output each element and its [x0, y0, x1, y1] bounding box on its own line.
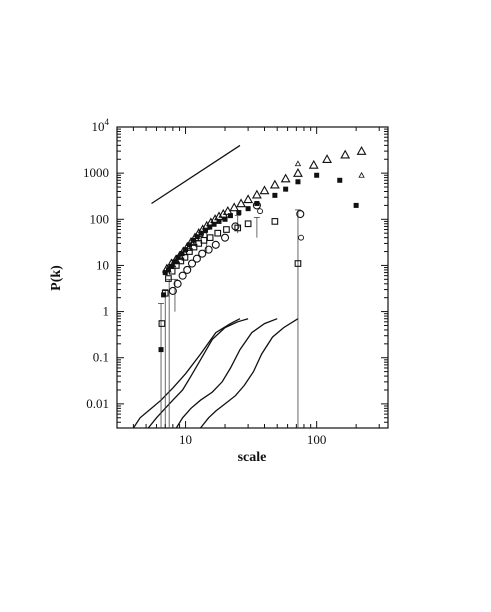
curve [132, 318, 241, 429]
y-axis-label: P(k) [49, 265, 64, 291]
filled-square-point [172, 259, 178, 265]
filled-square-point [236, 210, 242, 216]
error-bars [158, 209, 301, 428]
y-tick-label-exponent: 4 [105, 117, 110, 127]
small-triangle-point [294, 160, 302, 167]
open-square-point [244, 220, 252, 228]
triangle-point [293, 168, 303, 177]
filled-square-point [254, 200, 260, 206]
filled-square-point [314, 172, 320, 178]
filled-square-point [207, 224, 213, 230]
x-tick-label: 100 [307, 432, 327, 447]
open-square-point [158, 320, 166, 327]
data-points [158, 145, 367, 353]
filled-square-point [168, 263, 174, 269]
filled-square-point [203, 227, 209, 233]
open-square-point [181, 253, 189, 261]
open-square-point [294, 260, 302, 267]
y-tick-label: 1000 [83, 165, 109, 180]
open-square-point [223, 226, 230, 233]
open-circle-point [231, 222, 240, 231]
open-square-point [200, 236, 208, 244]
open-square-point [172, 262, 180, 269]
curve [175, 318, 278, 429]
filled-square-point [222, 216, 228, 222]
open-circle-point [211, 240, 220, 249]
x-axis-label: scale [238, 450, 267, 465]
y-tick-label: 0.1 [93, 350, 109, 365]
filled-square-point [216, 218, 222, 224]
open-square-point [190, 243, 198, 251]
open-circle-point [183, 265, 192, 274]
open-square-point [271, 218, 279, 225]
y-tick-label: 100 [90, 211, 110, 226]
reference-lines [132, 144, 299, 429]
triangle-point [322, 154, 332, 164]
axis-ticks: 10 100 104 1000 100 10 1 0.1 0.01 [83, 117, 388, 447]
open-square-point [168, 267, 176, 275]
open-circle-point [220, 233, 230, 242]
open-square-point [165, 275, 172, 282]
open-square-point [214, 229, 222, 237]
filled-square-point [162, 270, 168, 276]
triangle-point [308, 159, 319, 169]
open-square-point [206, 234, 214, 242]
open-circle-point [296, 209, 305, 219]
filled-square-point [161, 292, 167, 298]
open-square-point [234, 224, 242, 232]
open-circle-point [168, 286, 177, 295]
curve [151, 144, 241, 205]
open-circle-point [187, 259, 197, 268]
open-circle-point [204, 245, 213, 254]
triangle-point [236, 198, 246, 208]
filled-square-point [183, 247, 189, 253]
triangle-point [356, 145, 367, 155]
filled-square-point [179, 251, 185, 257]
open-square-point [186, 248, 193, 255]
filled-square-point [194, 234, 200, 240]
open-circle-point [173, 279, 182, 288]
y-tick-label: 0.01 [86, 396, 109, 411]
triangle-point [269, 179, 280, 189]
triangle-point [259, 185, 270, 195]
y-tick-label: 1 [103, 304, 110, 319]
curve [147, 318, 249, 429]
filled-square-point [272, 192, 278, 198]
y-tick-label: 104 [92, 117, 110, 134]
filled-square-point [165, 267, 171, 273]
filled-square-point [186, 242, 192, 248]
open-circle-point [178, 271, 187, 280]
x-tick-label: 10 [179, 432, 192, 447]
open-square-point [177, 257, 185, 265]
small-triangle-point [358, 171, 365, 178]
y-tick-label: 10 [96, 257, 109, 272]
triangle-point [243, 194, 254, 204]
filled-square-point [175, 254, 181, 260]
filled-square-point [158, 347, 164, 353]
small-circle-point [257, 208, 264, 215]
open-circle-point [198, 249, 207, 258]
filled-square-point [245, 206, 251, 212]
plot-frame [116, 126, 389, 429]
open-circle-point [192, 254, 201, 263]
triangle-point [280, 173, 291, 183]
curve [199, 318, 299, 429]
open-square-point [161, 289, 169, 297]
filled-square-point [211, 221, 217, 227]
filled-square-point [198, 230, 204, 236]
triangle-point [251, 189, 262, 199]
filled-square-point [295, 179, 301, 185]
triangle-point [340, 149, 351, 159]
filled-square-point [191, 237, 197, 243]
open-circle-point [252, 201, 261, 210]
small-circle-point [298, 234, 304, 241]
filled-square-point [283, 186, 289, 192]
filled-square-point [227, 213, 233, 219]
filled-square-point [337, 177, 343, 183]
filled-square-point [353, 202, 359, 208]
